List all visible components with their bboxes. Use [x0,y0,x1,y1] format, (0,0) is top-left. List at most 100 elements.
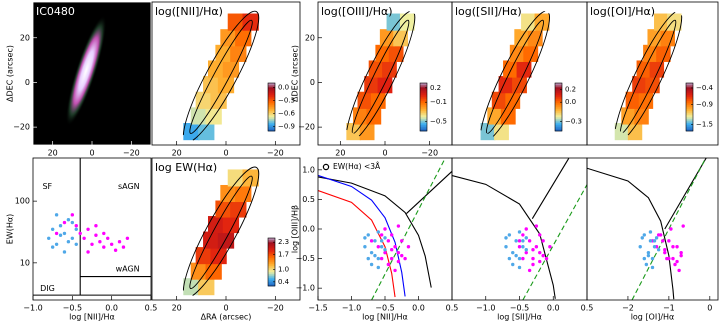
map-cell [190,107,208,125]
point [82,236,86,240]
panel-title: log([OI]/Hα) [590,5,655,18]
colorbar-segment [686,127,693,130]
colorbar-segment [268,244,275,247]
colorbar-tick-label: −0.3 [565,117,582,125]
colorbar-segment [268,103,275,106]
axes-frame [586,1,719,146]
map-cell [242,13,259,31]
colorbar-segment [268,113,275,116]
y-axis-label: log [OIII]/Hβ [291,205,300,253]
map-cell [195,247,212,265]
annotation: wAGN [116,264,140,273]
colorbar-segment [268,256,275,259]
point [642,233,647,237]
colorbar-segment [555,103,562,106]
colorbar-segment [555,117,562,120]
colorbar-segment [686,93,693,96]
map-cell [386,13,402,31]
x-tick-label: −20 [267,149,284,158]
point [677,268,681,273]
map-cell [368,60,384,78]
map-cell [487,107,503,125]
colorbar-tick-label: −0.5 [430,117,447,125]
map-cell [207,60,225,78]
colorbar-segment [555,83,562,86]
point [640,236,644,240]
point [524,227,528,231]
point [74,223,78,228]
point [363,236,367,240]
point [117,240,122,244]
map-cell [512,76,527,94]
point [642,256,647,261]
colorbar-segment [268,284,275,287]
reference-line [631,158,707,300]
map-cell [370,91,386,109]
point [396,224,401,228]
colorbar-segment [268,121,275,124]
colorbar-segment [268,109,275,112]
reference-line [318,174,406,297]
point [675,259,679,264]
x-axis-label: log [OI]/Hα [631,313,675,322]
point [524,250,528,255]
point [675,245,679,249]
x-tick-label: 0.5 [145,304,158,313]
point [507,256,512,261]
x-tick-label: 0 [223,149,228,158]
colorbar-tick-label: 0.4 [278,278,290,286]
map-cell [503,60,518,78]
x-tick-label: 20 [172,149,182,158]
point [396,250,401,255]
x-tick-label: 0.5 [446,304,459,313]
point [541,253,545,258]
colorbar-segment [420,91,427,94]
point [521,256,525,261]
colorbar-segment [268,268,275,271]
point [663,250,667,255]
x-tick-label: 0 [89,149,94,158]
colorbar-segment [555,107,562,110]
point [517,239,522,243]
map-cell [203,76,220,94]
point [47,236,51,240]
colorbar-tick-label: −0.4 [696,84,714,92]
point [383,227,387,231]
point [544,256,549,261]
colorbar-segment [686,119,693,122]
point [390,256,394,261]
contour [189,19,253,134]
map-cell [480,123,496,141]
point [390,233,394,237]
map-cell [521,13,536,31]
colorbar-segment [420,125,427,128]
y-tick-label: −0.5 [296,254,315,263]
colorbar-segment [686,125,693,128]
point [504,245,508,249]
colorbar-segment [268,95,275,98]
colorbar-segment [268,119,275,122]
map-cell [654,13,669,31]
colorbar-segment [420,123,427,126]
colorbar-segment [420,129,427,132]
map-cell [627,123,643,141]
colorbar-segment [268,93,275,96]
colorbar-tick-label: 0.2 [565,85,576,93]
axes-frame [586,157,719,301]
colorbar-segment [555,129,562,132]
map-cell [215,44,232,62]
map-cell [183,123,200,141]
map-cell [235,29,252,47]
point [386,262,391,267]
x-tick-label: −20 [421,149,438,158]
point [541,239,545,243]
point [86,250,90,254]
colorbar-segment [555,111,562,114]
colorbar-segment [420,111,427,114]
point [524,248,528,252]
point [373,253,377,258]
map-cell [205,262,222,280]
map-cell [227,169,245,187]
point [504,236,508,240]
point [86,227,90,231]
